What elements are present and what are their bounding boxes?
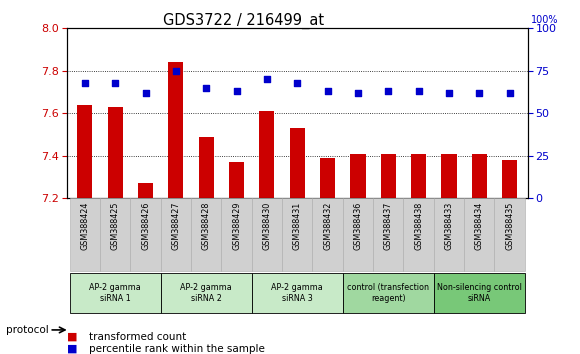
Bar xyxy=(380,154,396,198)
Bar xyxy=(229,162,244,198)
Bar xyxy=(411,154,426,198)
Point xyxy=(202,85,211,91)
Bar xyxy=(252,198,282,271)
Text: GSM388427: GSM388427 xyxy=(172,202,180,250)
Text: GSM388438: GSM388438 xyxy=(414,202,423,250)
Bar xyxy=(282,198,313,271)
Text: GSM388424: GSM388424 xyxy=(81,202,89,250)
Text: percentile rank within the sample: percentile rank within the sample xyxy=(89,344,264,354)
Bar xyxy=(313,198,343,271)
Bar xyxy=(70,273,161,313)
Text: ■: ■ xyxy=(67,332,77,342)
Point xyxy=(171,68,180,74)
Bar xyxy=(404,198,434,271)
Bar xyxy=(77,105,92,198)
Text: GSM388435: GSM388435 xyxy=(505,202,514,250)
Bar xyxy=(130,198,161,271)
Text: GDS3722 / 216499_at: GDS3722 / 216499_at xyxy=(163,12,324,29)
Bar xyxy=(252,273,343,313)
Text: GSM388426: GSM388426 xyxy=(141,202,150,250)
Point xyxy=(414,88,423,94)
Bar xyxy=(100,198,130,271)
Bar xyxy=(108,107,123,198)
Point xyxy=(505,90,514,96)
Bar xyxy=(199,137,214,198)
Bar xyxy=(161,273,252,313)
Point xyxy=(232,88,241,94)
Point xyxy=(80,80,89,86)
Text: GSM388428: GSM388428 xyxy=(202,202,211,250)
Text: AP-2 gamma
siRNA 1: AP-2 gamma siRNA 1 xyxy=(89,283,141,303)
Bar xyxy=(161,198,191,271)
Text: GSM388425: GSM388425 xyxy=(111,202,119,250)
Point xyxy=(474,90,484,96)
Bar xyxy=(441,154,456,198)
Text: GSM388430: GSM388430 xyxy=(262,202,271,250)
Text: GSM388432: GSM388432 xyxy=(323,202,332,250)
Text: GSM388429: GSM388429 xyxy=(232,202,241,250)
Bar xyxy=(434,273,525,313)
Text: GSM388436: GSM388436 xyxy=(353,202,362,250)
Bar xyxy=(350,154,365,198)
Text: protocol: protocol xyxy=(6,325,49,335)
Bar xyxy=(502,160,517,198)
Bar xyxy=(343,198,373,271)
Bar xyxy=(289,128,305,198)
Bar xyxy=(222,198,252,271)
Bar xyxy=(464,198,494,271)
Bar xyxy=(138,183,153,198)
Text: AP-2 gamma
siRNA 2: AP-2 gamma siRNA 2 xyxy=(180,283,232,303)
Bar xyxy=(343,273,434,313)
Bar xyxy=(472,154,487,198)
Text: GSM388434: GSM388434 xyxy=(475,202,484,250)
Point xyxy=(292,80,302,86)
Bar xyxy=(494,198,525,271)
Point xyxy=(323,88,332,94)
Point xyxy=(353,90,362,96)
Text: AP-2 gamma
siRNA 3: AP-2 gamma siRNA 3 xyxy=(271,283,323,303)
Bar xyxy=(259,111,274,198)
Point xyxy=(383,88,393,94)
Bar xyxy=(320,158,335,198)
Bar xyxy=(434,198,464,271)
Bar xyxy=(70,198,100,271)
Text: 100%: 100% xyxy=(531,15,558,25)
Text: ■: ■ xyxy=(67,344,77,354)
Bar xyxy=(168,62,183,198)
Text: GSM388431: GSM388431 xyxy=(293,202,302,250)
Text: control (transfection
reagent): control (transfection reagent) xyxy=(347,283,429,303)
Bar xyxy=(373,198,404,271)
Text: Non-silencing control
siRNA: Non-silencing control siRNA xyxy=(437,283,521,303)
Point xyxy=(141,90,150,96)
Text: GSM388437: GSM388437 xyxy=(384,202,393,250)
Point xyxy=(111,80,120,86)
Text: transformed count: transformed count xyxy=(89,332,186,342)
Point xyxy=(262,76,271,82)
Point xyxy=(444,90,454,96)
Bar xyxy=(191,198,222,271)
Text: GSM388433: GSM388433 xyxy=(444,202,454,250)
